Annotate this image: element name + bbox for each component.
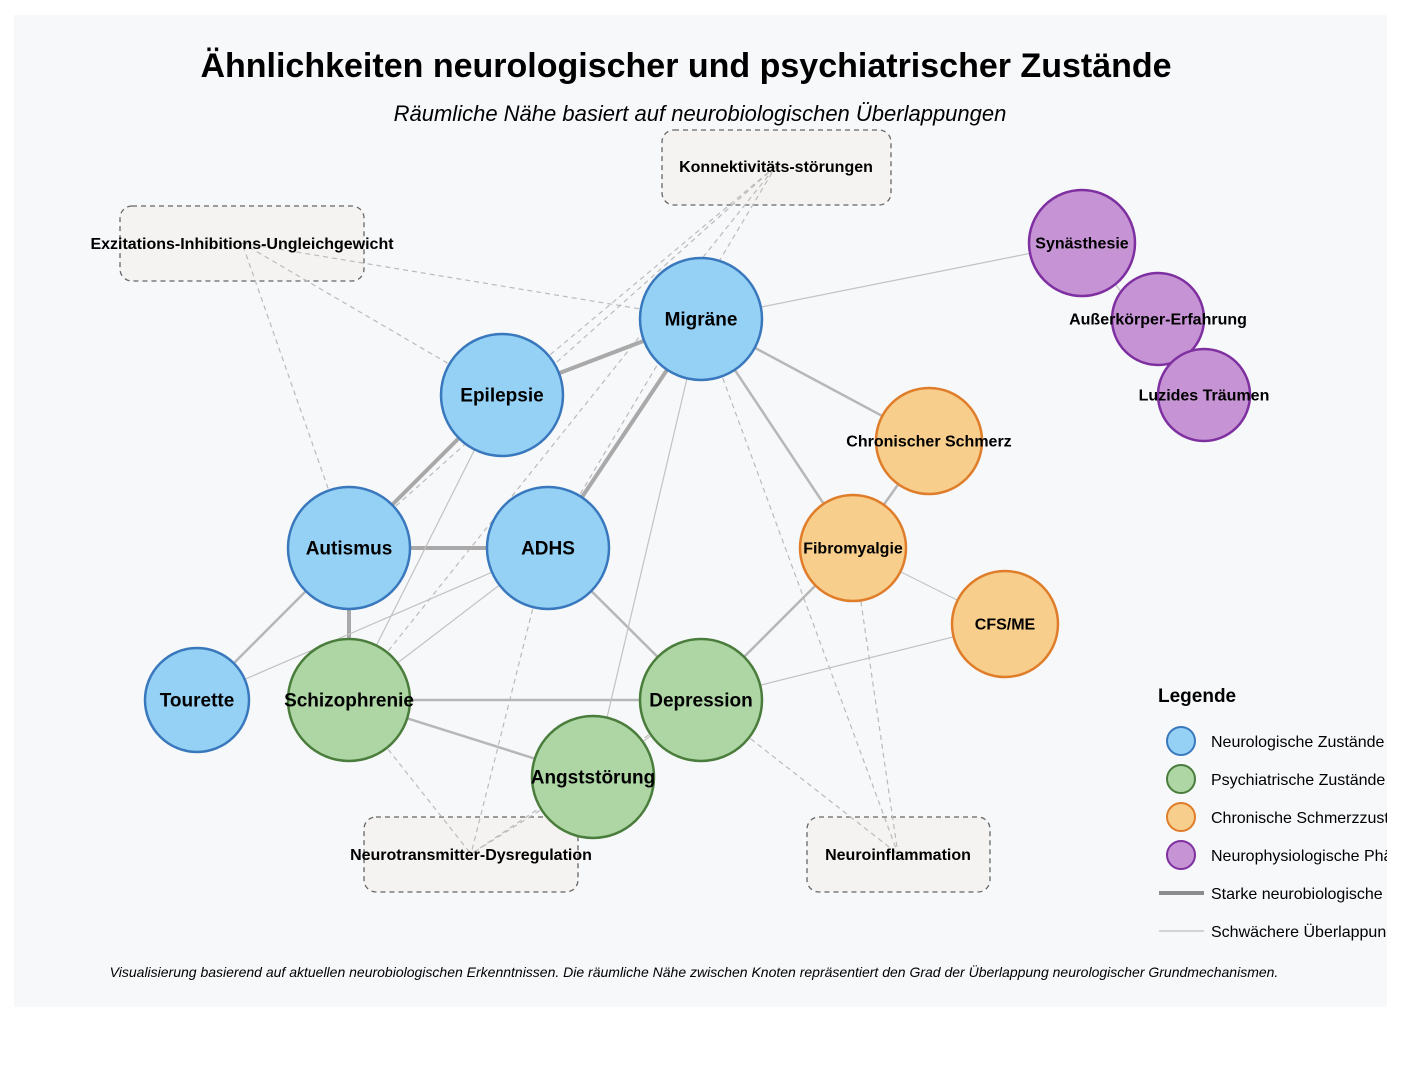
- node-circle-angst[interactable]: [530, 714, 656, 840]
- node-autismus[interactable]: Autismus: [286, 485, 412, 611]
- node-label-cfs: CFS/ME: [975, 617, 1036, 634]
- node-label-epilepsie: Epilepsie: [460, 386, 543, 407]
- legend-label-psych: Psychiatrische Zustände: [1211, 772, 1385, 789]
- legend-item-weak-line: Schwächere Überlappung: [1159, 923, 1387, 941]
- node-schmerz[interactable]: Chronischer Schmerz: [846, 386, 1012, 496]
- node-circle-ausserkoerper[interactable]: [1110, 271, 1206, 367]
- legend-item-strong-line: Starke neurobiologische Überlappung: [1159, 885, 1387, 903]
- legend-item-phys: Neurophysiologische Phänomene: [1166, 840, 1387, 870]
- mechanism-label-neurotransmitter: Neurotransmitter-Dysregulation: [350, 847, 592, 864]
- condition-nodes: Migräne Epilepsie Autismus ADHS Tourette Schi…: [143, 188, 1270, 840]
- legend: Legende Neurologische Zustände Psychiatris…: [1158, 686, 1387, 941]
- link-migraene-synaesthesie: [700, 242, 1083, 320]
- node-circle-schmerz[interactable]: [874, 386, 984, 496]
- node-fibro[interactable]: Fibromyalgie: [798, 493, 908, 603]
- node-label-luzid: Luzides Träumen: [1139, 388, 1270, 405]
- node-circle-autismus[interactable]: [286, 485, 412, 611]
- mechanism-link-migraene-exzitation: [241, 242, 702, 320]
- legend-swatch-pain: [1166, 802, 1196, 832]
- mechanism-link-schizophrenie-neurotransmitter: [348, 699, 472, 855]
- mechanism-link-adhs-konnektivitaet: [547, 165, 777, 549]
- node-ausserkoerper[interactable]: Außerkörper-Erfahrung: [1069, 271, 1247, 367]
- node-depression[interactable]: Depression: [638, 637, 764, 763]
- diagram-subtitle: Räumliche Nähe basiert auf neurobiologis…: [394, 101, 1007, 126]
- legend-label-weak-line: Schwächere Überlappung: [1211, 923, 1387, 941]
- node-label-angst: Angststörung: [531, 768, 656, 789]
- legend-swatch-neuro: [1166, 726, 1196, 756]
- mechanism-link-epilepsie-konnektivitaet: [501, 165, 777, 396]
- node-circle-tourette[interactable]: [143, 646, 251, 754]
- legend-label-neuro: Neurologische Zustände: [1211, 734, 1385, 751]
- network-diagram: Ähnlichkeiten neurologischer und psychia…: [90, 47, 1387, 980]
- diagram-title: Ähnlichkeiten neurologischer und psychia…: [200, 47, 1171, 85]
- legend-swatch-psych: [1166, 764, 1196, 794]
- legend-label-phys: Neurophysiologische Phänomene: [1211, 848, 1387, 865]
- legend-label-strong-line: Starke neurobiologische Überlappung: [1211, 885, 1387, 903]
- node-circle-schizophrenie[interactable]: [286, 637, 412, 763]
- mechanism-link-angst-neurotransmitter: [470, 776, 594, 855]
- node-adhs[interactable]: ADHS: [485, 485, 611, 611]
- mechanism-box-neuroinflammation: [806, 816, 991, 893]
- node-angst[interactable]: Angststörung: [530, 714, 656, 840]
- mechanism-box-neurotransmitter: [363, 816, 579, 893]
- node-circle-synaesthesie[interactable]: [1027, 188, 1137, 298]
- node-label-tourette: Tourette: [160, 691, 235, 712]
- mechanism-label-neuroinflammation: Neuroinflammation: [825, 847, 971, 864]
- node-circle-depression[interactable]: [638, 637, 764, 763]
- node-tourette[interactable]: Tourette: [143, 646, 251, 754]
- footnote: Visualisierung basierend auf aktuellen n…: [110, 963, 1279, 980]
- legend-swatch-phys: [1166, 840, 1196, 870]
- legend-item-psych: Psychiatrische Zustände: [1166, 764, 1385, 794]
- legend-item-neuro: Neurologische Zustände: [1166, 726, 1385, 756]
- node-circle-adhs[interactable]: [485, 485, 611, 611]
- mechanism-link-fibro-neuroinflammation: [852, 547, 899, 855]
- node-label-ausserkoerper: Außerkörper-Erfahrung: [1069, 312, 1247, 329]
- node-synaesthesie[interactable]: Synästhesie: [1027, 188, 1137, 298]
- link-adhs-tourette: [196, 547, 549, 701]
- node-luzid[interactable]: Luzides Träumen: [1139, 347, 1270, 443]
- node-label-schizophrenie: Schizophrenie: [284, 691, 414, 712]
- node-circle-cfs[interactable]: [950, 569, 1060, 679]
- node-circle-fibro[interactable]: [798, 493, 908, 603]
- mechanism-label-konnektivitaet: Konnektivitäts-störungen: [679, 159, 873, 176]
- mechanism-link-schizophrenie-konnektivitaet: [348, 165, 777, 701]
- node-label-depression: Depression: [649, 691, 752, 712]
- node-migraene[interactable]: Migräne: [638, 256, 764, 382]
- diagram-canvas: Ähnlichkeiten neurologischer und psychia…: [14, 15, 1387, 1007]
- node-label-autismus: Autismus: [306, 539, 393, 560]
- mechanism-label-exzitation: Exzitations-Inhibitions-Ungleichgewicht: [90, 236, 394, 253]
- legend-label-pain: Chronische Schmerzzustände: [1211, 810, 1387, 827]
- node-label-migraene: Migräne: [665, 310, 738, 331]
- legend-title: Legende: [1158, 686, 1236, 707]
- node-label-adhs: ADHS: [521, 539, 575, 560]
- node-label-schmerz: Chronischer Schmerz: [846, 434, 1011, 451]
- node-circle-migraene[interactable]: [638, 256, 764, 382]
- node-schizophrenie[interactable]: Schizophrenie: [284, 637, 414, 763]
- legend-item-pain: Chronische Schmerzzustände: [1166, 802, 1387, 832]
- link-migraene-angst: [592, 318, 702, 778]
- node-circle-luzid[interactable]: [1156, 347, 1252, 443]
- mechanism-link-autismus-konnektivitaet: [348, 165, 777, 549]
- mechanism-link-depression-neuroinflammation: [700, 699, 899, 855]
- node-label-synaesthesie: Synästhesie: [1035, 236, 1128, 253]
- node-circle-epilepsie[interactable]: [439, 332, 565, 458]
- mechanism-labels: Konnektivitäts-störungen Exzitations-Inhi…: [90, 159, 970, 864]
- node-epilepsie[interactable]: Epilepsie: [439, 332, 565, 458]
- mechanism-box-konnektivitaet: [661, 129, 892, 206]
- node-cfs[interactable]: CFS/ME: [950, 569, 1060, 679]
- node-label-fibro: Fibromyalgie: [803, 541, 903, 558]
